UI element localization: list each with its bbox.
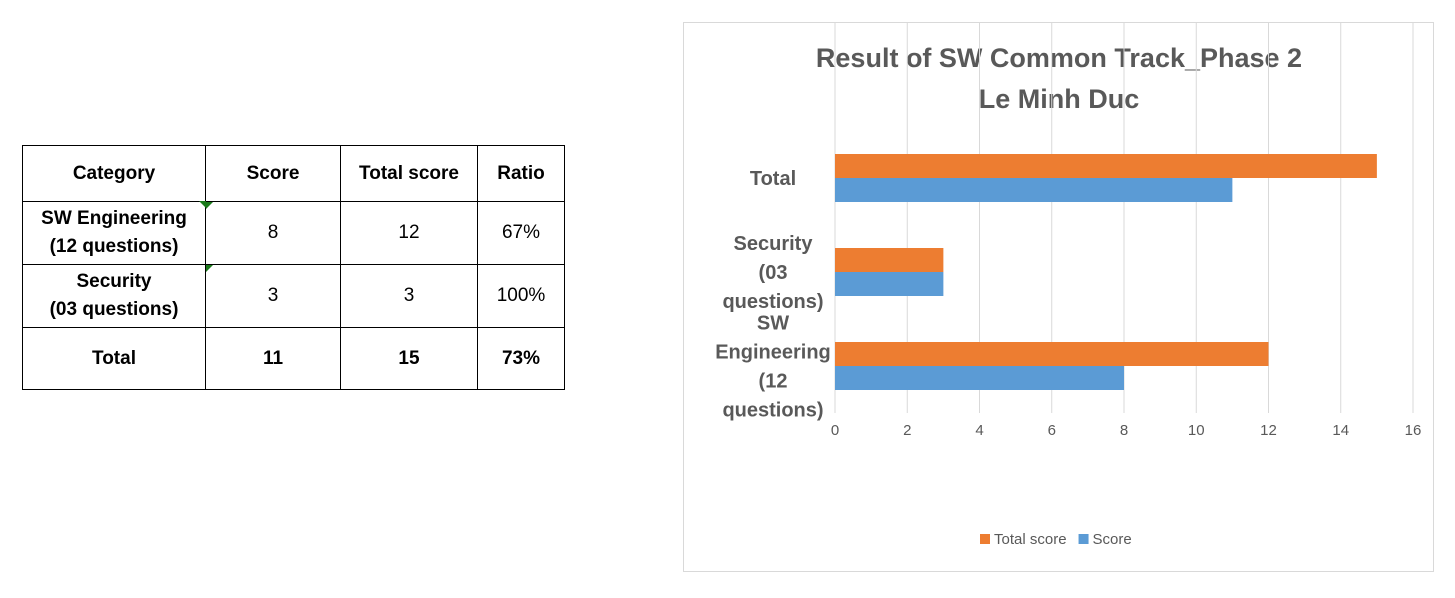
category-label: (03 — [759, 262, 788, 284]
score-cell[interactable]: 8 — [205, 201, 341, 265]
score-cell[interactable]: 3 — [205, 264, 341, 328]
score-table: Category Score Total score Ratio SW Engi… — [22, 145, 565, 390]
legend-swatch — [980, 534, 990, 544]
category-label: SW — [757, 313, 789, 335]
x-tick-label: 14 — [1332, 422, 1349, 439]
score-value: 8 — [267, 222, 279, 244]
x-tick-label: 0 — [831, 422, 839, 439]
comment-indicator-icon — [199, 201, 206, 208]
category-line-1: SW Engineering — [41, 208, 187, 230]
bar-score — [835, 178, 1233, 202]
total-category-cell[interactable]: Total — [22, 327, 206, 390]
score-value: 3 — [267, 285, 279, 307]
category-label: Engineering — [715, 342, 831, 364]
x-tick-label: 2 — [903, 422, 911, 439]
x-tick-label: 8 — [1120, 422, 1128, 439]
bar-total-score — [835, 248, 944, 272]
category-line-2: (03 questions) — [49, 299, 179, 320]
chart-title-line: Result of SW Common Track_Phase 2 — [816, 43, 1302, 73]
bar-chart[interactable]: Result of SW Common Track_Phase 2 Le Minh… — [683, 22, 1434, 572]
category-line-1: Security — [76, 271, 152, 293]
bar-total-score — [835, 342, 1269, 366]
table-row: Security (03 questions) 3 3 100% — [22, 264, 565, 328]
ratio-cell[interactable]: 100% — [477, 264, 565, 328]
table-header-row: Category Score Total score Ratio — [22, 145, 565, 202]
header-total-score[interactable]: Total score — [340, 145, 478, 202]
bar-score — [835, 366, 1124, 390]
ratio-cell[interactable]: 67% — [477, 201, 565, 265]
x-tick-label: 6 — [1048, 422, 1056, 439]
total-score-sum-cell[interactable]: 11 — [205, 327, 341, 390]
chart-canvas: Result of SW Common Track_Phase 2 Le Minh… — [715, 23, 1422, 548]
bar-total-score — [835, 154, 1377, 178]
category-label: questions) — [722, 400, 823, 422]
x-tick-label: 10 — [1188, 422, 1205, 439]
x-tick-label: 12 — [1260, 422, 1277, 439]
legend-label: Score — [1093, 531, 1132, 548]
category-cell[interactable]: Security (03 questions) — [22, 264, 206, 328]
table-total-row: Total 11 15 73% — [22, 327, 565, 390]
header-category[interactable]: Category — [22, 145, 206, 202]
chart-title-line: Le Minh Duc — [979, 84, 1140, 114]
bar-score — [835, 272, 944, 296]
header-score[interactable]: Score — [205, 145, 341, 202]
category-line-2: (12 questions) — [49, 236, 179, 257]
x-tick-label: 16 — [1405, 422, 1422, 439]
total-max-cell[interactable]: 15 — [340, 327, 478, 390]
table-row: SW Engineering (12 questions) 8 12 67% — [22, 201, 565, 265]
total-ratio-cell[interactable]: 73% — [477, 327, 565, 390]
category-label: questions) — [722, 291, 823, 313]
error-flag-icon — [206, 202, 213, 209]
category-cell[interactable]: SW Engineering (12 questions) — [22, 201, 206, 265]
category-label: Security — [734, 233, 814, 255]
header-ratio[interactable]: Ratio — [477, 145, 565, 202]
legend-label: Total score — [994, 531, 1067, 548]
category-label: Total — [750, 168, 796, 190]
x-tick-label: 4 — [975, 422, 983, 439]
legend-swatch — [1078, 534, 1089, 544]
error-flag-icon — [206, 265, 213, 272]
category-label: (12 — [759, 371, 788, 393]
total-score-cell[interactable]: 3 — [340, 264, 478, 328]
total-score-cell[interactable]: 12 — [340, 201, 478, 265]
